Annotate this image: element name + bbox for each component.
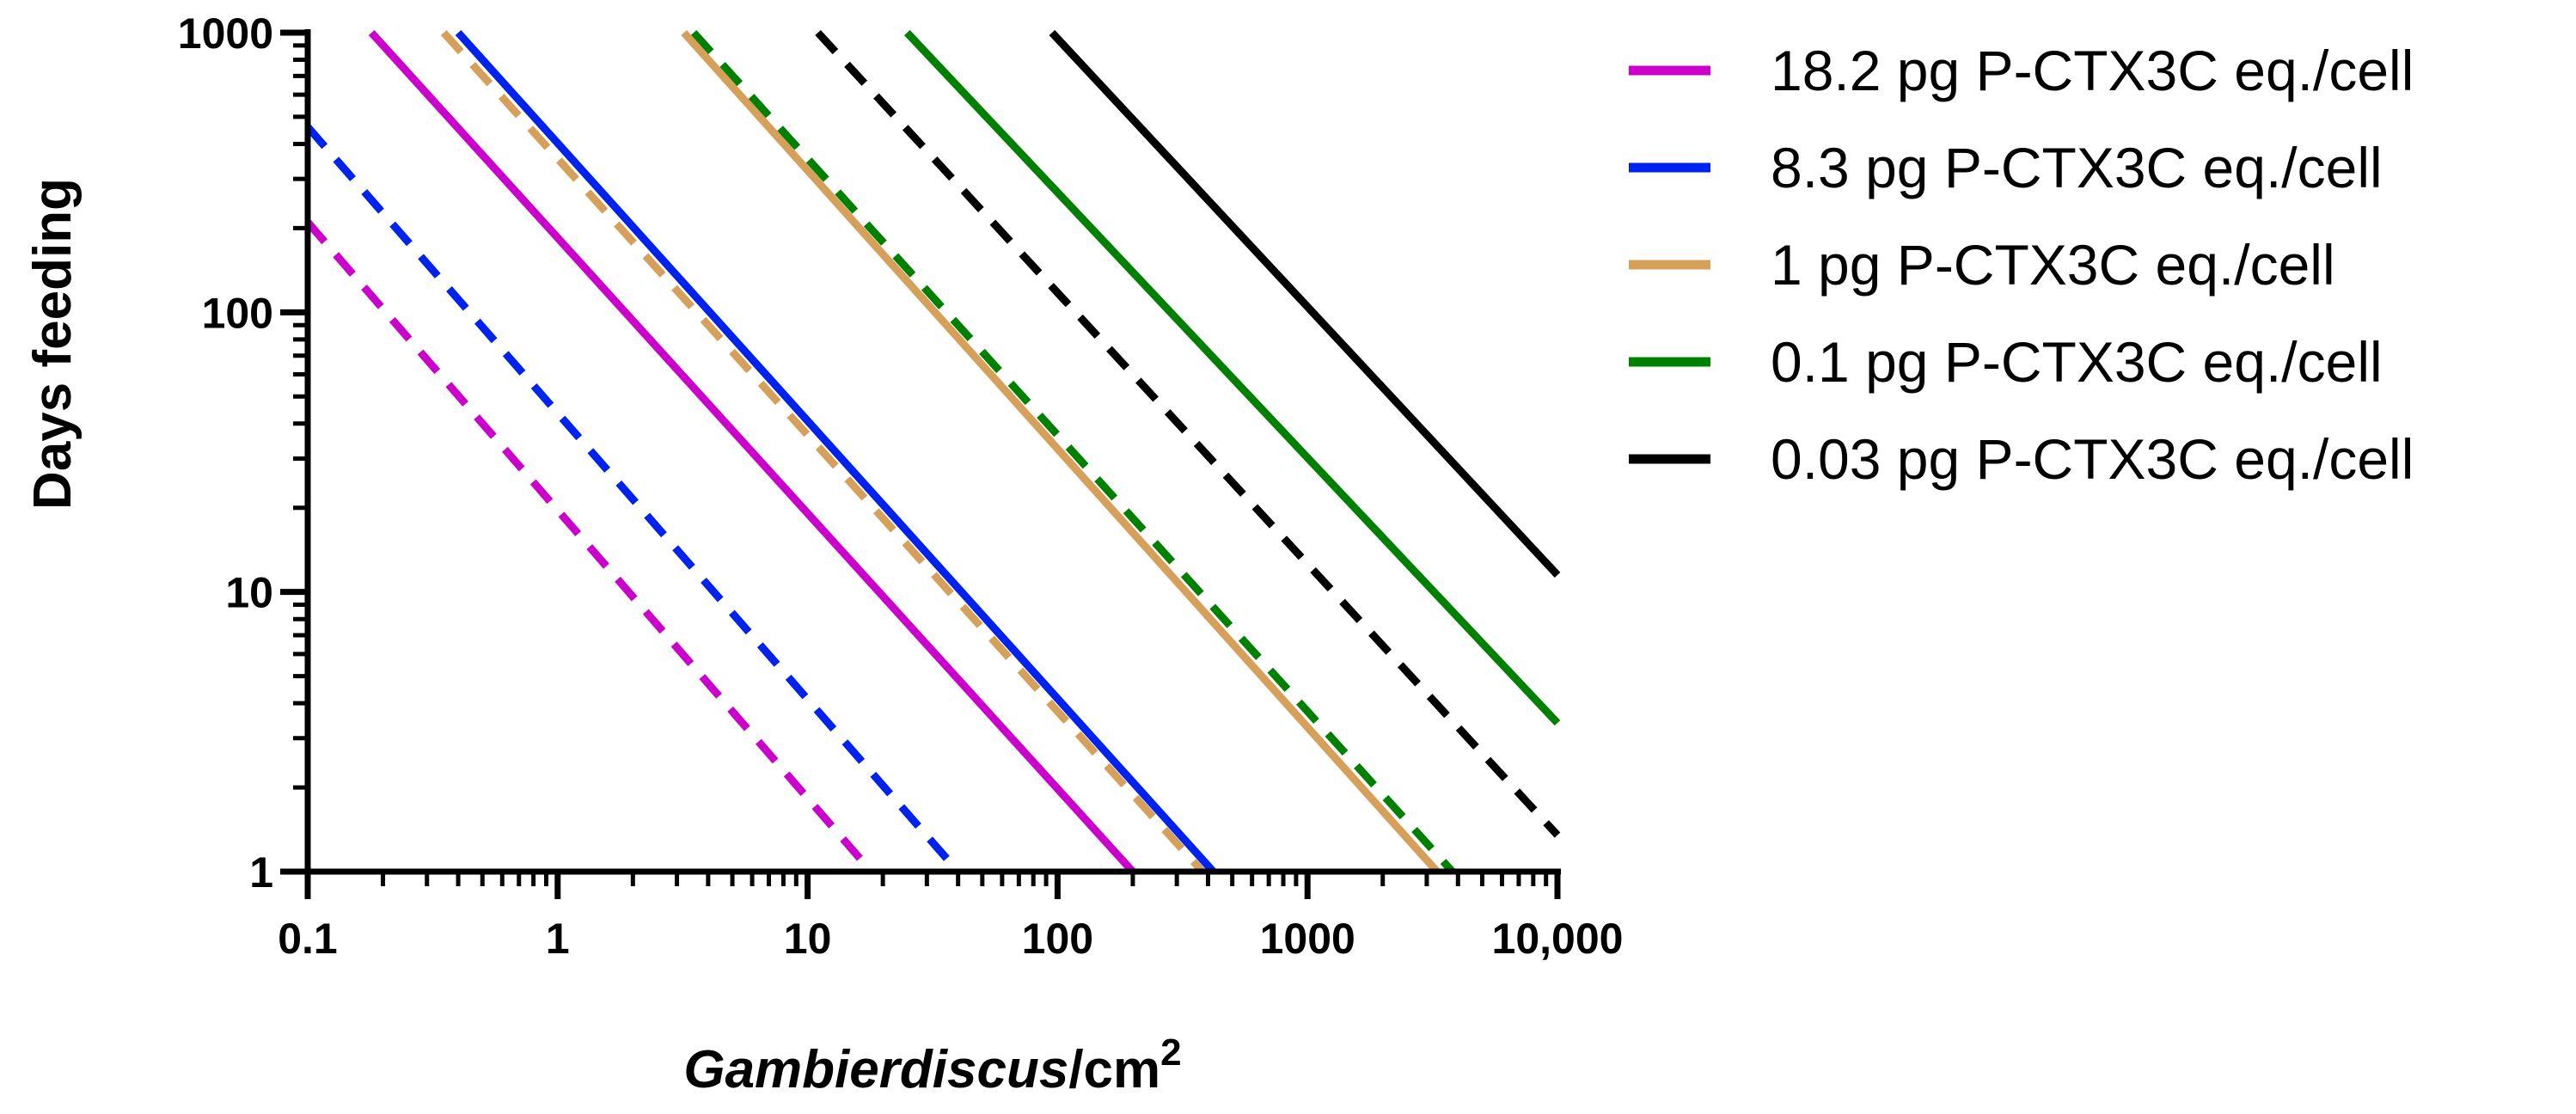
x-axis-title-unit: /cm — [1068, 1040, 1160, 1099]
x-tick-label: 10,000 — [1492, 915, 1624, 963]
series-line-4-dashed — [440, 29, 1206, 875]
x-tick-label: 1000 — [1260, 915, 1355, 963]
series-line-1-dashed — [304, 219, 875, 874]
series-line-8-dashed — [815, 29, 1561, 838]
x-tick-label: 0.1 — [278, 915, 338, 963]
y-tick-label: 100 — [202, 289, 273, 337]
series-line-10-solid — [1049, 29, 1561, 578]
legend-label: 8.3 pg P-CTX3C eq./cell — [1771, 136, 2383, 199]
x-tick-label: 10 — [784, 915, 832, 963]
legend-label: 1 pg P-CTX3C eq./cell — [1771, 233, 2335, 297]
legend: 18.2 pg P-CTX3C eq./cell 8.3 pg P-CTX3C e… — [1629, 39, 2414, 491]
series-line-3-solid — [368, 29, 1136, 875]
y-tick-label: 1 — [249, 848, 273, 897]
legend-label: 0.03 pg P-CTX3C eq./cell — [1771, 427, 2414, 491]
legend-item: 18.2 pg P-CTX3C eq./cell — [1629, 39, 2414, 102]
legend-label: 18.2 pg P-CTX3C eq./cell — [1771, 39, 2414, 102]
legend-label: 0.1 pg P-CTX3C eq./cell — [1771, 330, 2383, 394]
legend-item: 1 pg P-CTX3C eq./cell — [1629, 233, 2335, 297]
x-axis-title: Gambierdiscus/cm2 — [683, 1031, 1181, 1099]
axes-layer — [304, 29, 1561, 875]
x-tick-label: 100 — [1022, 915, 1093, 963]
y-tick-label: 10 — [225, 569, 273, 617]
x-axis-title-italic: Gambierdiscus — [683, 1040, 1068, 1099]
legend-item: 0.1 pg P-CTX3C eq./cell — [1629, 330, 2383, 394]
series-layer — [304, 29, 1561, 875]
series-line-2-dashed — [304, 124, 962, 874]
series-line-7-solid — [681, 29, 1441, 875]
x-tick-label: 1 — [546, 915, 570, 963]
x-axis-title-superscript: 2 — [1160, 1031, 1181, 1074]
legend-item: 0.03 pg P-CTX3C eq./cell — [1629, 427, 2414, 491]
series-line-6-dashed — [690, 29, 1456, 875]
series-line-5-solid — [455, 29, 1216, 875]
series-line-9-solid — [904, 29, 1561, 726]
legend-item: 8.3 pg P-CTX3C eq./cell — [1629, 136, 2383, 199]
y-axis-title: Days feeding — [23, 178, 83, 510]
y-tick-label: 1000 — [178, 9, 273, 58]
